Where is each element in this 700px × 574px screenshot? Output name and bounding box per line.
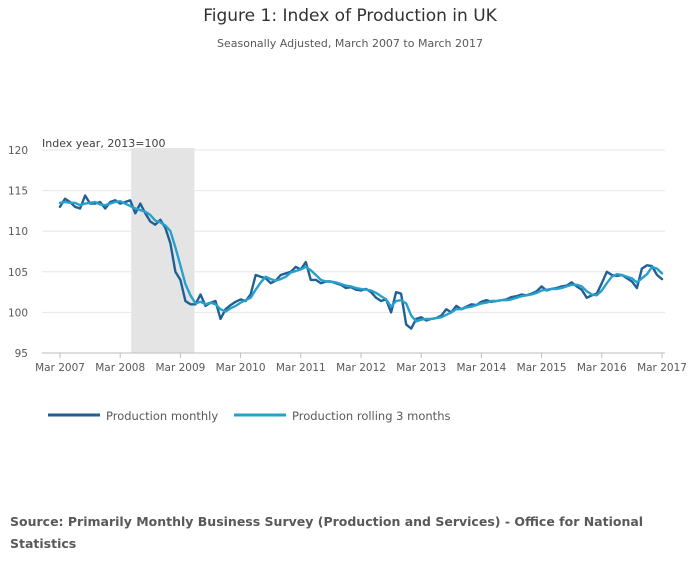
series-line-production-rolling-3-months bbox=[58, 199, 664, 323]
recession-shading-layer bbox=[131, 148, 195, 353]
x-tick-label: Mar 2016 bbox=[577, 362, 627, 374]
legend-item[interactable]: Production rolling 3 months bbox=[234, 409, 450, 423]
source-note: Source: Primarily Monthly Business Surve… bbox=[10, 514, 644, 551]
x-tick-label: Mar 2012 bbox=[336, 362, 386, 374]
series-lines bbox=[58, 194, 664, 330]
x-tick-label: Mar 2015 bbox=[517, 362, 567, 374]
x-tick-label: Mar 2017 bbox=[637, 362, 687, 374]
legend-label: Production rolling 3 months bbox=[292, 409, 450, 423]
y-axis-label: Index year, 2013=100 bbox=[42, 137, 166, 150]
x-tick-label: Mar 2010 bbox=[216, 362, 266, 374]
y-tick-label: 110 bbox=[8, 226, 28, 238]
legend[interactable]: Production monthly Production rolling 3 m… bbox=[48, 409, 450, 423]
legend-label: Production monthly bbox=[106, 409, 218, 423]
y-tick-label: 95 bbox=[15, 348, 28, 360]
recession-shading bbox=[131, 148, 195, 353]
y-tick-label: 115 bbox=[8, 186, 28, 198]
y-tick-label: 105 bbox=[8, 267, 28, 279]
x-tick-label: Mar 2007 bbox=[35, 362, 85, 374]
x-tick-label: Mar 2011 bbox=[276, 362, 326, 374]
y-tick-label: 120 bbox=[8, 145, 28, 157]
chart-subtitle: Seasonally Adjusted, March 2007 to March… bbox=[217, 37, 483, 50]
legend-item[interactable]: Production monthly bbox=[48, 409, 218, 423]
series-line-production-monthly bbox=[58, 194, 664, 330]
x-tick-label: Mar 2009 bbox=[155, 362, 205, 374]
x-tick-label: Mar 2013 bbox=[396, 362, 446, 374]
y-tick-label: 100 bbox=[8, 307, 28, 319]
chart-title: Figure 1: Index of Production in UK bbox=[203, 6, 497, 26]
gridlines bbox=[42, 149, 665, 313]
x-tick-label: Mar 2014 bbox=[456, 362, 506, 374]
x-tick-label: Mar 2008 bbox=[95, 362, 145, 374]
axes: 95 100 105 110 115 120 Index year, 2013=100 Mar… bbox=[8, 137, 687, 374]
